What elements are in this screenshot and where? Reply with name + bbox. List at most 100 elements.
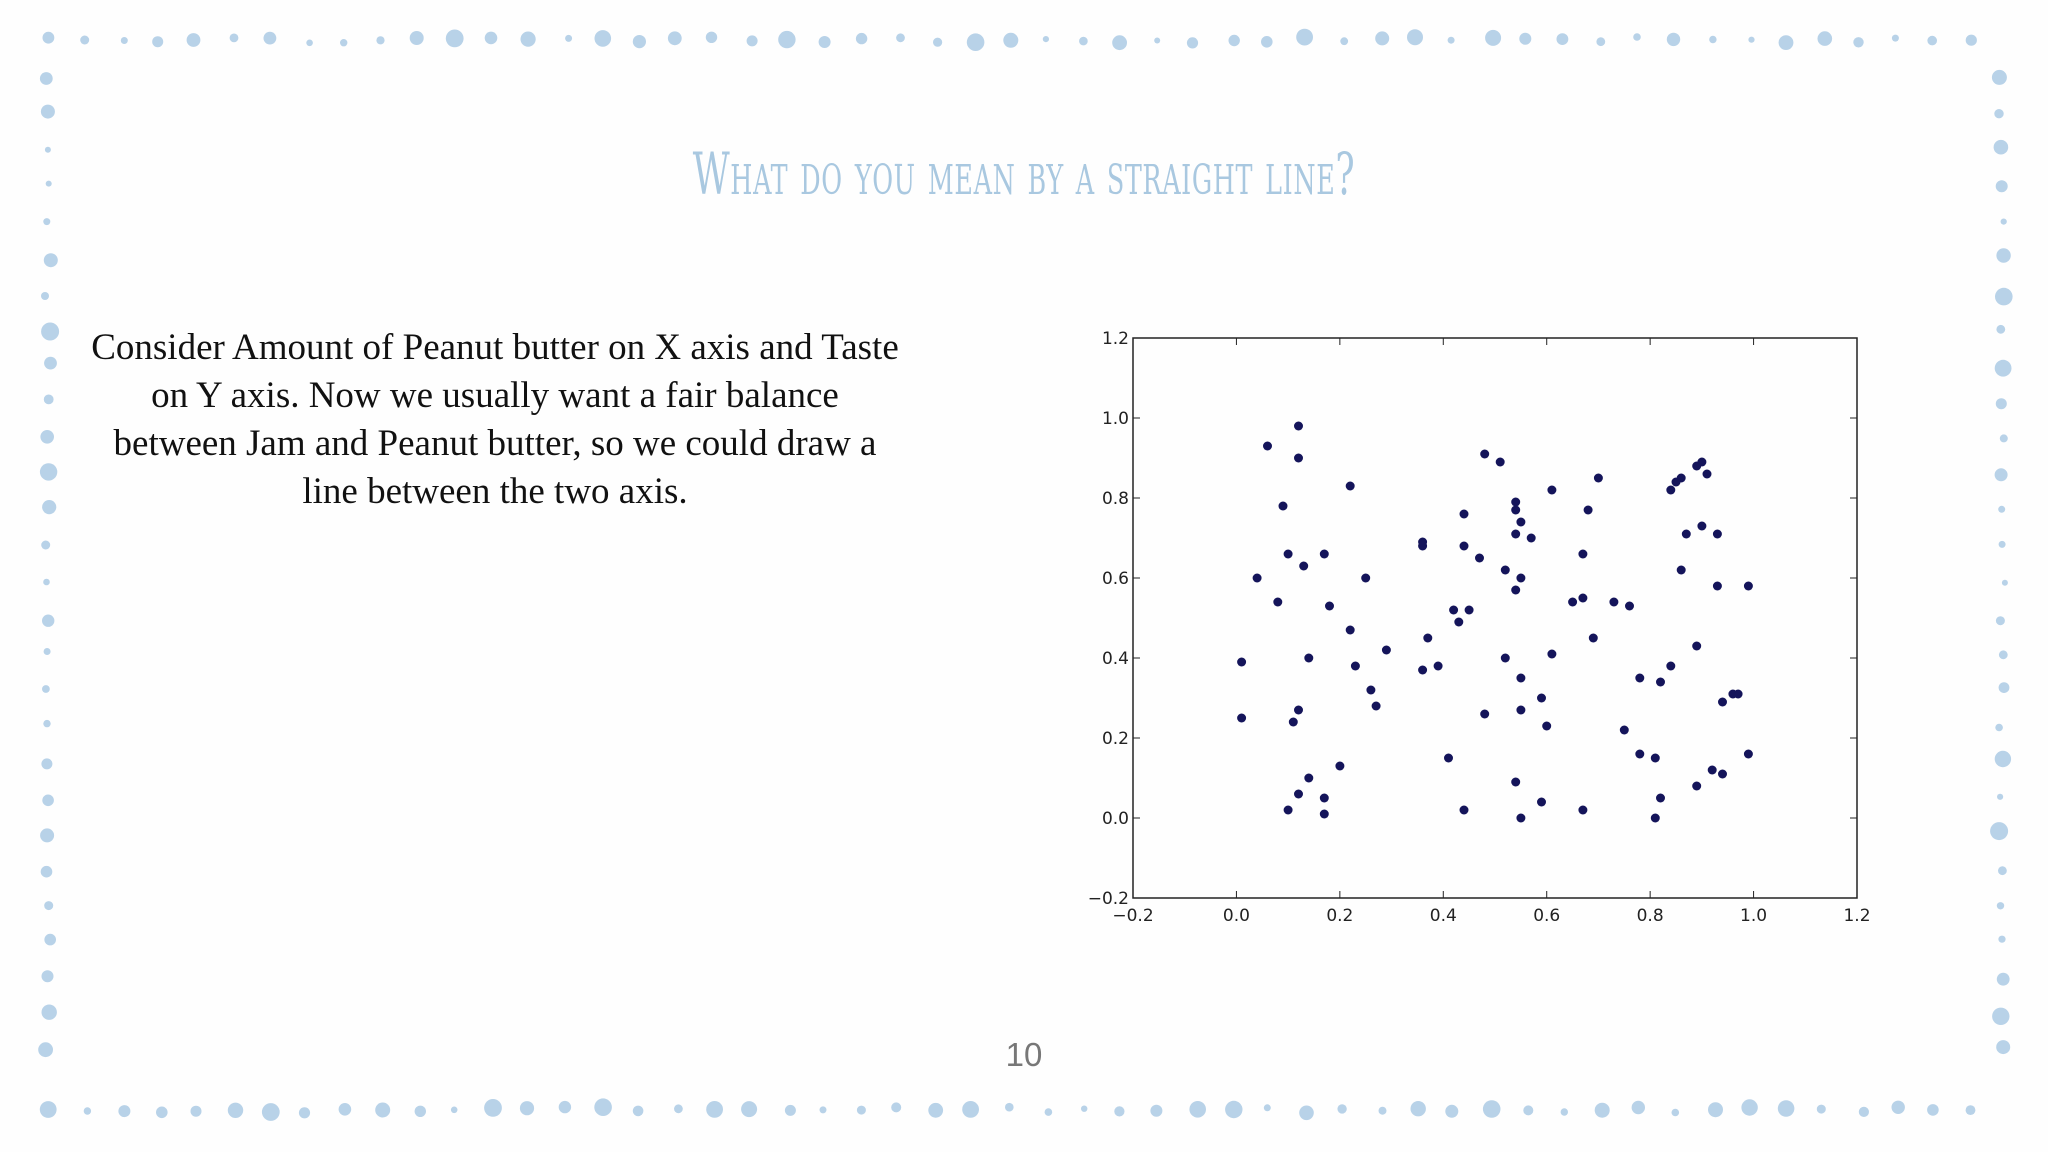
border-dot (1482, 1100, 1501, 1118)
border-dot (1927, 35, 1937, 46)
border-dot (1998, 935, 2006, 943)
border-dot (819, 1106, 827, 1114)
border-dot (1853, 37, 1864, 48)
border-dot (1154, 37, 1161, 44)
border-dot (674, 1104, 683, 1114)
data-point (1278, 501, 1288, 511)
data-point (1718, 769, 1727, 779)
border-dot (1997, 793, 2004, 800)
border-dot (1407, 29, 1423, 46)
page-number: 10 (1005, 1036, 1043, 1073)
border-dot (1998, 866, 2007, 876)
y-axis: −0.2 0.0 0.2 0.4 0.6 0.8 1.0 1.2 (1088, 329, 1857, 909)
y-tick-label: 0.8 (1102, 489, 1129, 509)
border-dot (1340, 37, 1349, 46)
data-point (1681, 529, 1691, 539)
border-dot (229, 33, 239, 43)
border-dot (1998, 540, 2006, 548)
border-dot (445, 29, 464, 48)
data-point (1294, 789, 1303, 799)
data-point (1299, 561, 1309, 571)
border-dot (784, 1104, 796, 1116)
data-point (1697, 457, 1707, 467)
data-point (1542, 721, 1552, 731)
border-dot (152, 36, 164, 48)
data-point (1516, 517, 1526, 527)
data-point (1335, 761, 1345, 771)
y-tick-label: 0.2 (1102, 729, 1129, 749)
border-dot (1296, 28, 1313, 46)
y-tick-label: 1.0 (1102, 409, 1129, 429)
border-dot (306, 39, 313, 47)
data-point (1712, 529, 1722, 539)
border-dot (1995, 723, 2003, 732)
data-point (1619, 725, 1629, 735)
border-dot (1994, 468, 2008, 482)
border-dot (1998, 682, 2010, 693)
data-point (1304, 773, 1314, 783)
border-dot (80, 35, 90, 45)
border-dot (340, 39, 348, 47)
border-dot (1523, 1105, 1534, 1116)
border-dot (43, 719, 51, 728)
data-point (1656, 677, 1665, 687)
border-dot (896, 33, 905, 43)
border-dot (43, 253, 58, 268)
data-point (1593, 473, 1603, 483)
border-dot (41, 1004, 57, 1020)
data-point (1625, 601, 1634, 611)
border-dot (594, 30, 612, 47)
border-dot (741, 1101, 758, 1118)
data-point (1319, 549, 1329, 559)
border-dot (186, 33, 201, 47)
data-point (1283, 549, 1293, 559)
border-dot (1990, 822, 2009, 841)
border-dot (1337, 1104, 1347, 1114)
scatter-chart: −0.2 0.0 0.2 0.4 0.6 0.8 1.0 1.2 −0.2 0.0 0.2 0.4 0… (1088, 329, 1871, 926)
data-point (1475, 553, 1484, 563)
data-point (1671, 477, 1681, 487)
border-dot (891, 1102, 902, 1113)
data-point (1743, 581, 1753, 591)
border-dot (409, 31, 424, 45)
border-dot (1378, 1106, 1387, 1115)
border-dot (1992, 1007, 2010, 1025)
data-point (1578, 549, 1588, 559)
border-dot (1965, 1105, 1976, 1115)
border-dot (41, 758, 53, 770)
border-dot (41, 322, 60, 341)
border-dot (1994, 359, 2012, 377)
data-point (1459, 805, 1469, 815)
border-dot (1777, 1100, 1795, 1117)
border-dot (1996, 248, 2011, 263)
border-dot (42, 685, 50, 693)
border-dot (263, 31, 277, 45)
x-tick-label: 0.0 (1223, 906, 1250, 926)
y-tick-label: 0.0 (1102, 809, 1129, 829)
border-dot (1150, 1104, 1163, 1117)
data-point (1547, 649, 1557, 659)
border-dot (1594, 1102, 1610, 1118)
border-dot (40, 104, 55, 119)
data-point (1345, 481, 1355, 491)
border-dot (44, 933, 56, 946)
data-point (1583, 505, 1593, 515)
data-point (1294, 421, 1303, 431)
border-dot (855, 32, 868, 45)
data-point (1273, 597, 1283, 607)
border-dot (156, 1106, 168, 1119)
border-dot (1114, 1106, 1125, 1117)
border-dot (41, 292, 49, 300)
border-dot (120, 37, 128, 44)
data-point (1459, 509, 1469, 519)
x-tick-label: 0.4 (1430, 906, 1457, 926)
data-point (1263, 441, 1272, 451)
border-dot (778, 30, 796, 49)
border-dot (1708, 1102, 1723, 1118)
border-dot (594, 1098, 612, 1116)
data-point (1480, 709, 1490, 719)
border-dot (83, 1107, 92, 1115)
x-tick-label: 0.6 (1533, 906, 1560, 926)
border-dot (38, 1042, 53, 1058)
